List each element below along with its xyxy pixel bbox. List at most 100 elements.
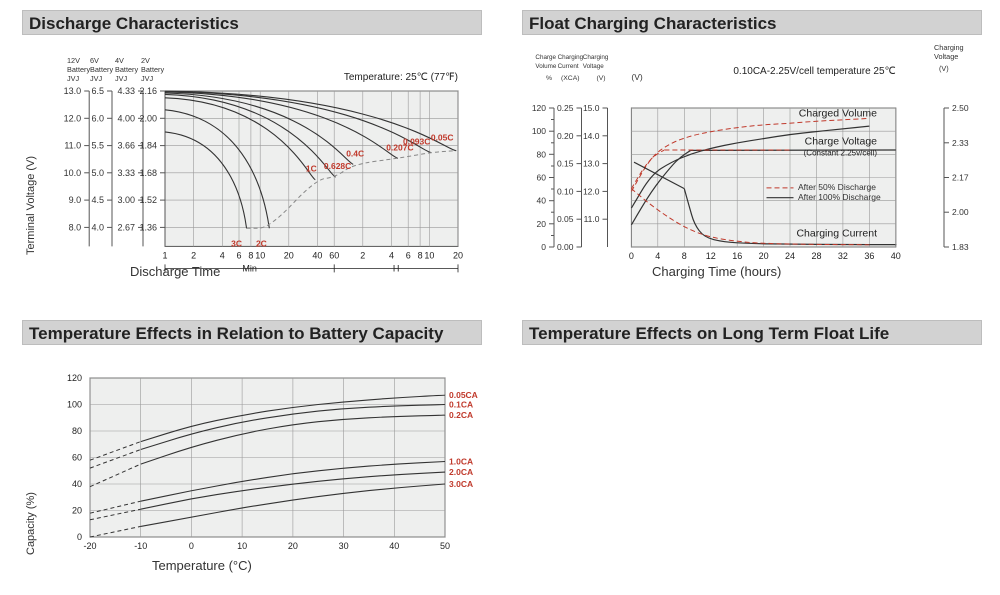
svg-text:Volume: Volume <box>535 63 557 70</box>
svg-text:2V: 2V <box>141 56 150 65</box>
svg-text:Battery: Battery <box>141 65 164 74</box>
svg-text:4.33: 4.33 <box>117 86 135 96</box>
svg-text:40: 40 <box>72 479 82 489</box>
svg-text:Battery: Battery <box>90 65 113 74</box>
svg-text:40: 40 <box>891 251 901 261</box>
svg-text:(Constant 2.25v/cell): (Constant 2.25v/cell) <box>804 149 878 158</box>
svg-text:28: 28 <box>811 251 821 261</box>
svg-text:20: 20 <box>288 541 298 551</box>
svg-text:12.0: 12.0 <box>583 186 600 196</box>
svg-text:100: 100 <box>532 126 546 136</box>
svg-text:Charged Volume: Charged Volume <box>799 107 877 119</box>
svg-text:10.0: 10.0 <box>64 168 82 178</box>
svg-text:2.16: 2.16 <box>139 86 157 96</box>
svg-text:3.66: 3.66 <box>117 141 135 151</box>
svg-text:5.5: 5.5 <box>91 141 104 151</box>
svg-text:12: 12 <box>706 251 716 261</box>
svg-text:20: 20 <box>72 506 82 516</box>
svg-text:Charge Voltage: Charge Voltage <box>805 136 878 148</box>
svg-text:1.52: 1.52 <box>139 195 157 205</box>
svg-text:60: 60 <box>537 173 547 183</box>
svg-text:JVJ: JVJ <box>90 74 103 83</box>
svg-text:40: 40 <box>312 250 322 260</box>
svg-text:4: 4 <box>389 250 394 260</box>
svg-text:40: 40 <box>389 541 399 551</box>
svg-text:20: 20 <box>759 251 769 261</box>
svg-text:40: 40 <box>537 196 547 206</box>
svg-text:2: 2 <box>191 250 196 260</box>
svg-text:0.05C: 0.05C <box>431 133 454 143</box>
svg-text:1.68: 1.68 <box>139 168 157 178</box>
svg-text:11.0: 11.0 <box>64 141 81 151</box>
svg-text:3C: 3C <box>231 238 242 248</box>
svg-text:Charge: Charge <box>535 54 556 61</box>
svg-text:0.093C: 0.093C <box>403 136 430 146</box>
svg-text:2.0CA: 2.0CA <box>449 467 473 477</box>
svg-text:4.0: 4.0 <box>91 222 104 232</box>
svg-text:1.36: 1.36 <box>139 222 157 232</box>
svg-text:36: 36 <box>864 251 874 261</box>
svg-text:-20: -20 <box>83 541 96 551</box>
svg-text:6.0: 6.0 <box>91 113 104 123</box>
svg-text:24: 24 <box>785 251 795 261</box>
svg-text:12.0: 12.0 <box>64 113 82 123</box>
svg-text:5.0: 5.0 <box>91 168 104 178</box>
svg-text:10: 10 <box>237 541 247 551</box>
svg-text:After 100% Discharge: After 100% Discharge <box>798 192 881 202</box>
svg-text:2.50: 2.50 <box>952 103 969 113</box>
svg-text:4.5: 4.5 <box>91 195 104 205</box>
svg-text:3.0CA: 3.0CA <box>449 479 473 489</box>
svg-text:6: 6 <box>406 250 411 260</box>
svg-text:1.84: 1.84 <box>139 141 157 151</box>
svg-text:80: 80 <box>537 149 547 159</box>
svg-text:1: 1 <box>162 250 167 260</box>
svg-text:1.0CA: 1.0CA <box>449 457 473 467</box>
svg-text:8: 8 <box>418 250 423 260</box>
svg-text:10: 10 <box>424 250 434 260</box>
svg-text:13.0: 13.0 <box>64 86 82 96</box>
svg-text:11.0: 11.0 <box>584 214 600 224</box>
svg-text:6V: 6V <box>90 56 99 65</box>
svg-text:H: H <box>393 263 400 273</box>
svg-text:Charging: Charging <box>934 43 964 52</box>
svg-text:0: 0 <box>77 532 82 542</box>
svg-text:16: 16 <box>732 251 742 261</box>
svg-text:14.0: 14.0 <box>583 131 600 141</box>
svg-text:0: 0 <box>189 541 194 551</box>
svg-text:0.05: 0.05 <box>557 214 574 224</box>
svg-text:10: 10 <box>255 250 265 260</box>
svg-text:Voltage: Voltage <box>583 63 605 70</box>
svg-text:JVJ: JVJ <box>67 74 80 83</box>
svg-text:20: 20 <box>284 250 294 260</box>
svg-text:(XCA): (XCA) <box>561 75 580 82</box>
svg-text:3.33: 3.33 <box>117 168 135 178</box>
svg-text:13.0: 13.0 <box>583 159 600 169</box>
svg-text:2.67: 2.67 <box>117 222 135 232</box>
svg-text:2.33: 2.33 <box>952 138 969 148</box>
svg-text:(V): (V) <box>939 64 949 73</box>
svg-text:30: 30 <box>339 541 349 551</box>
svg-text:After 50% Discharge: After 50% Discharge <box>798 182 876 192</box>
svg-text:4V: 4V <box>115 56 124 65</box>
svg-text:0: 0 <box>541 242 546 252</box>
svg-text:8: 8 <box>248 250 253 260</box>
svg-text:Temperature: 25℃ (77℉): Temperature: 25℃ (77℉) <box>344 72 458 83</box>
svg-text:120: 120 <box>67 373 82 383</box>
svg-text:Current: Current <box>558 63 579 70</box>
svg-text:4: 4 <box>220 250 225 260</box>
svg-text:20: 20 <box>537 219 547 229</box>
svg-text:Voltage: Voltage <box>934 52 958 61</box>
svg-text:(V): (V) <box>596 75 605 82</box>
svg-text:2.00: 2.00 <box>952 207 969 217</box>
svg-text:JVJ: JVJ <box>141 74 154 83</box>
svg-text:%: % <box>546 75 552 82</box>
svg-text:9.0: 9.0 <box>69 195 82 205</box>
svg-text:3.00: 3.00 <box>117 195 135 205</box>
svg-text:2.00: 2.00 <box>139 113 157 123</box>
svg-text:2C: 2C <box>256 238 267 248</box>
svg-text:6.5: 6.5 <box>91 86 104 96</box>
svg-text:2: 2 <box>360 250 365 260</box>
svg-text:0.628C: 0.628C <box>324 161 351 171</box>
svg-text:120: 120 <box>532 103 546 113</box>
svg-text:0.10CA-2.25V/cell temperature: 0.10CA-2.25V/cell temperature 25℃ <box>733 66 895 77</box>
